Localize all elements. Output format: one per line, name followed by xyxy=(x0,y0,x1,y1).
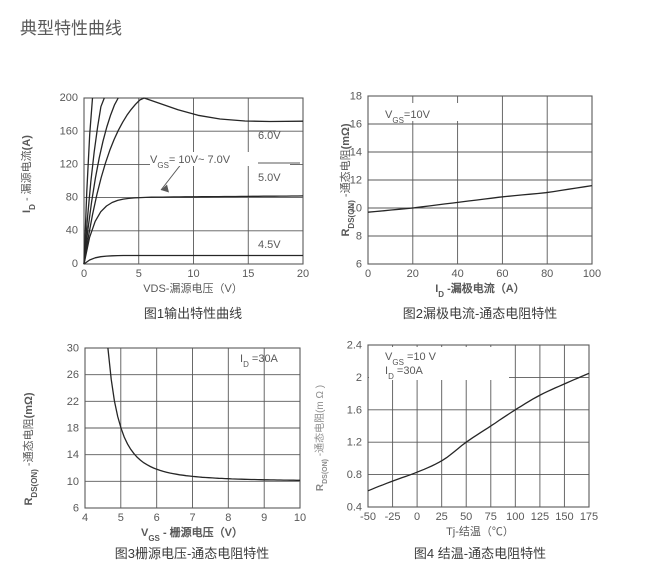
svg-text:5: 5 xyxy=(118,512,124,524)
svg-text:40: 40 xyxy=(66,225,78,237)
svg-text:18: 18 xyxy=(67,423,79,435)
svg-text:ID =30A: ID =30A xyxy=(240,353,279,369)
svg-text:VGS=10V: VGS=10V xyxy=(385,109,431,125)
svg-text:40: 40 xyxy=(451,268,463,280)
svg-text:VGS - 栅源电压（V）: VGS - 栅源电压（V） xyxy=(141,525,243,543)
svg-text:30: 30 xyxy=(67,343,79,355)
svg-text:VDS-漏源电压（V）: VDS-漏源电压（V） xyxy=(143,281,243,295)
svg-text:0: 0 xyxy=(414,511,420,523)
svg-text:-50: -50 xyxy=(360,511,376,523)
svg-text:160: 160 xyxy=(60,126,78,138)
svg-text:14: 14 xyxy=(67,449,79,461)
svg-text:25: 25 xyxy=(436,511,448,523)
svg-text:10: 10 xyxy=(294,512,306,524)
svg-text:22: 22 xyxy=(67,396,79,408)
svg-text:10: 10 xyxy=(187,268,199,280)
svg-text:26: 26 xyxy=(67,369,79,381)
svg-text:100: 100 xyxy=(583,268,601,280)
svg-text:75: 75 xyxy=(485,511,497,523)
svg-text:图4 结温-通态电阻特性: 图4 结温-通态电阻特性 xyxy=(414,546,546,561)
svg-text:7: 7 xyxy=(189,512,195,524)
svg-text:8: 8 xyxy=(225,512,231,524)
svg-text:0: 0 xyxy=(72,258,78,270)
svg-text:RDS(ON) -通态电阻(mΩ): RDS(ON) -通态电阻(mΩ) xyxy=(22,392,39,505)
svg-text:图1输出特性曲线: 图1输出特性曲线 xyxy=(144,306,242,321)
svg-text:图3栅源电压-通态电阻特性: 图3栅源电压-通态电阻特性 xyxy=(115,546,270,561)
svg-text:ID -漏极电流（A）: ID -漏极电流（A） xyxy=(435,281,525,299)
svg-text:60: 60 xyxy=(496,268,508,280)
svg-text:10: 10 xyxy=(67,476,79,488)
svg-text:125: 125 xyxy=(531,511,549,523)
svg-text:4: 4 xyxy=(82,512,88,524)
svg-text:-25: -25 xyxy=(385,511,401,523)
svg-text:15: 15 xyxy=(242,268,254,280)
svg-text:150: 150 xyxy=(555,511,573,523)
svg-text:50: 50 xyxy=(460,511,472,523)
svg-text:0: 0 xyxy=(81,268,87,280)
svg-text:0: 0 xyxy=(365,268,371,280)
svg-text:1.6: 1.6 xyxy=(347,404,362,416)
svg-text:120: 120 xyxy=(60,159,78,171)
svg-text:9: 9 xyxy=(261,512,267,524)
svg-text:175: 175 xyxy=(580,511,598,523)
svg-text:5.0V: 5.0V xyxy=(258,172,281,184)
svg-text:18: 18 xyxy=(350,91,362,103)
svg-text:6.0V: 6.0V xyxy=(258,130,281,142)
svg-text:6: 6 xyxy=(356,259,362,271)
svg-text:100: 100 xyxy=(506,511,524,523)
svg-text:6: 6 xyxy=(154,512,160,524)
svg-text:20: 20 xyxy=(407,268,419,280)
svg-text:6: 6 xyxy=(73,503,79,515)
svg-text:5: 5 xyxy=(136,268,142,280)
svg-text:80: 80 xyxy=(541,268,553,280)
svg-text:80: 80 xyxy=(66,192,78,204)
svg-text:200: 200 xyxy=(60,92,78,104)
svg-text:0.8: 0.8 xyxy=(347,469,362,481)
svg-text:Tj-结温（℃）: Tj-结温（℃） xyxy=(446,525,514,538)
svg-text:4.5V: 4.5V xyxy=(258,239,281,251)
svg-text:20: 20 xyxy=(297,268,309,280)
svg-text:RDS(ON) -通态电阻(m Ω ): RDS(ON) -通态电阻(m Ω ) xyxy=(313,385,329,491)
svg-text:8: 8 xyxy=(356,231,362,243)
svg-text:ID - 漏源电流(A): ID - 漏源电流(A) xyxy=(19,135,37,213)
svg-text:图2漏极电流-通态电阻特性: 图2漏极电流-通态电阻特性 xyxy=(403,306,558,321)
svg-text:2: 2 xyxy=(356,372,362,384)
svg-text:2.4: 2.4 xyxy=(347,340,362,352)
svg-text:1.2: 1.2 xyxy=(347,437,362,449)
